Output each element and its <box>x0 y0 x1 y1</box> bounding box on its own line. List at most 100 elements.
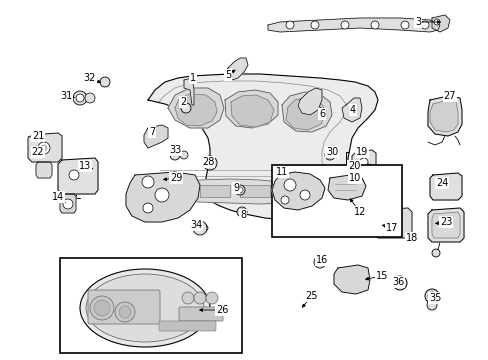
Text: 24: 24 <box>435 178 447 188</box>
Circle shape <box>69 170 79 180</box>
Circle shape <box>235 185 244 195</box>
Text: 22: 22 <box>32 147 44 157</box>
Text: 36: 36 <box>391 277 403 287</box>
Circle shape <box>239 209 244 215</box>
Circle shape <box>316 259 323 265</box>
Text: 6: 6 <box>318 109 325 119</box>
Circle shape <box>142 176 154 188</box>
Circle shape <box>142 203 153 213</box>
Circle shape <box>237 207 246 217</box>
Circle shape <box>424 289 438 303</box>
Text: 17: 17 <box>385 223 397 233</box>
Text: 26: 26 <box>215 305 228 315</box>
Text: 23: 23 <box>439 217 451 227</box>
Circle shape <box>119 306 131 318</box>
Circle shape <box>237 187 243 193</box>
Polygon shape <box>327 163 373 190</box>
Circle shape <box>38 142 50 154</box>
Bar <box>240 185 269 197</box>
Bar <box>200 185 229 197</box>
Text: 33: 33 <box>168 145 181 155</box>
Circle shape <box>426 300 436 310</box>
Text: 5: 5 <box>224 70 231 80</box>
FancyBboxPatch shape <box>179 307 223 321</box>
Bar <box>170 185 195 197</box>
Circle shape <box>400 21 408 29</box>
Circle shape <box>94 300 110 316</box>
Text: 20: 20 <box>347 161 360 171</box>
Ellipse shape <box>86 274 203 342</box>
Text: 34: 34 <box>189 220 202 230</box>
Polygon shape <box>427 208 463 242</box>
Circle shape <box>63 199 73 209</box>
Circle shape <box>285 21 293 29</box>
Polygon shape <box>341 98 361 122</box>
Circle shape <box>155 188 169 202</box>
Circle shape <box>90 296 114 320</box>
Text: 13: 13 <box>79 161 91 171</box>
Text: 11: 11 <box>275 167 287 177</box>
Text: 9: 9 <box>232 183 239 193</box>
Polygon shape <box>282 92 331 132</box>
Circle shape <box>203 156 217 170</box>
Text: 32: 32 <box>83 73 96 83</box>
Circle shape <box>383 214 399 230</box>
Circle shape <box>431 249 439 257</box>
Circle shape <box>115 302 135 322</box>
Circle shape <box>41 145 47 151</box>
Polygon shape <box>427 96 461 136</box>
Circle shape <box>326 152 332 158</box>
Text: 30: 30 <box>325 147 337 157</box>
Text: 25: 25 <box>305 291 318 301</box>
Circle shape <box>427 292 435 300</box>
Ellipse shape <box>192 223 207 233</box>
Circle shape <box>100 77 110 87</box>
Circle shape <box>180 151 187 159</box>
Polygon shape <box>168 88 224 128</box>
Text: 1: 1 <box>189 73 196 83</box>
Polygon shape <box>429 173 461 200</box>
Circle shape <box>359 158 367 166</box>
Polygon shape <box>28 133 62 162</box>
Text: 2: 2 <box>180 97 186 107</box>
Polygon shape <box>58 158 98 194</box>
Ellipse shape <box>80 269 209 347</box>
Circle shape <box>284 179 295 191</box>
Polygon shape <box>126 172 200 222</box>
Circle shape <box>85 93 95 103</box>
Bar <box>60 258 242 353</box>
Polygon shape <box>429 100 457 132</box>
Circle shape <box>205 159 214 167</box>
Bar <box>271 165 401 237</box>
Polygon shape <box>271 172 325 210</box>
Circle shape <box>433 19 439 25</box>
Text: 4: 4 <box>349 105 355 115</box>
Polygon shape <box>60 194 76 213</box>
Polygon shape <box>183 78 194 105</box>
Circle shape <box>181 103 191 113</box>
Circle shape <box>73 91 87 105</box>
Circle shape <box>281 196 288 204</box>
Polygon shape <box>297 88 321 115</box>
Circle shape <box>299 190 309 200</box>
Polygon shape <box>351 150 375 174</box>
Circle shape <box>170 150 180 160</box>
Circle shape <box>420 21 428 29</box>
Circle shape <box>76 94 84 102</box>
Circle shape <box>313 256 325 268</box>
Circle shape <box>395 279 403 287</box>
Circle shape <box>194 292 205 304</box>
Text: 19: 19 <box>355 147 367 157</box>
Polygon shape <box>285 97 325 130</box>
Polygon shape <box>162 179 325 204</box>
Text: 8: 8 <box>240 210 245 220</box>
Text: 3: 3 <box>414 17 420 27</box>
Polygon shape <box>143 125 168 148</box>
Circle shape <box>325 150 334 160</box>
Circle shape <box>182 292 194 304</box>
Polygon shape <box>431 212 459 238</box>
Circle shape <box>193 221 206 235</box>
Circle shape <box>310 21 318 29</box>
Bar <box>274 185 309 197</box>
Polygon shape <box>333 265 369 294</box>
